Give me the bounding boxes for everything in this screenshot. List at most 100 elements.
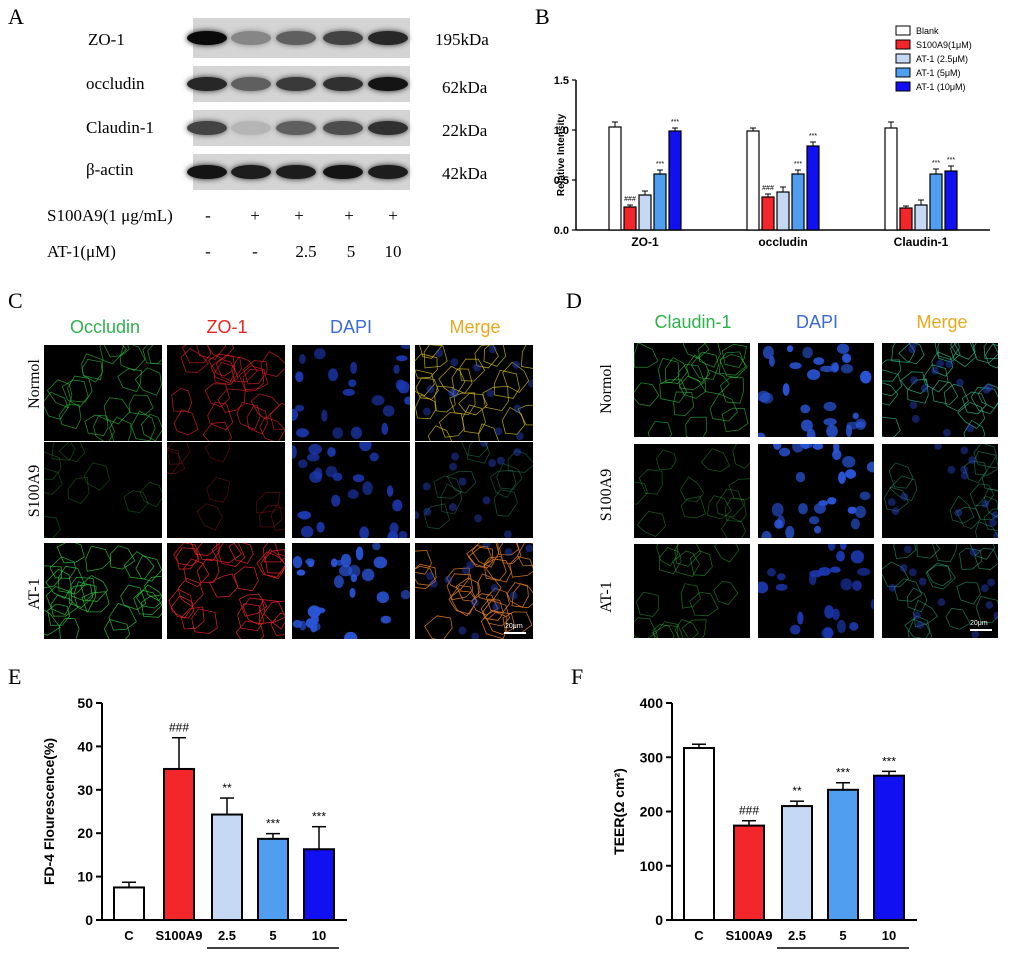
cell-outline [196,503,223,531]
nucleus [813,357,825,365]
cell-outline [732,444,750,469]
microscopy-image [167,543,285,639]
nucleus [956,378,964,387]
cell-outline [142,345,162,365]
nucleus [515,432,524,441]
cell-outline [659,379,688,403]
cell-outline [882,416,901,437]
cell-outline [415,563,437,586]
nucleus [987,578,995,587]
cell-outline [209,573,239,598]
nucleus [797,611,804,625]
nucleus [777,573,786,581]
condition-cell: 5 [346,242,356,261]
condition-cell: + [294,206,304,225]
bar [608,126,622,231]
tile-background [44,442,162,538]
nucleus [461,566,470,575]
kda-occludin: 62kDa [442,78,488,97]
bar [944,170,958,231]
microscopy-image [758,343,874,437]
nucleus [968,456,976,465]
nucleus [860,370,872,384]
cell-outline [167,447,180,475]
significance-label: ** [222,781,232,795]
nucleus [376,591,390,604]
cell-outline [204,442,231,463]
cell-outline [448,584,477,615]
nucleus [857,567,871,576]
cell-outline [949,495,975,524]
cell-outline [51,442,76,461]
nucleus [866,461,874,473]
cell-outline [656,544,678,567]
nucleus [494,427,503,436]
nucleus [513,448,522,457]
nucleus [888,583,897,592]
cell-outline [49,556,76,580]
bar [914,204,928,231]
bar [683,747,715,921]
nucleus [292,408,299,421]
cell-outline [455,577,481,602]
nucleus [840,364,854,374]
nucleus [899,564,908,572]
cell-outline [493,369,520,399]
cell-outline [969,483,995,506]
cell-outline [984,343,998,369]
nucleus [840,578,853,591]
cell-outline [926,562,952,587]
cell-outline [196,543,220,562]
nucleus [989,518,997,527]
x-category-label: C [694,928,704,943]
bar [163,767,195,921]
nucleus [900,492,909,501]
nucleus [369,452,379,462]
nucleus [985,601,994,609]
nucleus [435,349,444,358]
nucleus [359,442,372,452]
nucleus [387,530,399,538]
microscopy-image [44,345,162,441]
cell-outline [103,345,130,358]
microscopy-image [167,442,285,538]
condition-cell: + [250,206,260,225]
nucleus [969,548,978,556]
nucleus [470,598,479,607]
microscopy-image [44,442,162,538]
fd4-fluorescence-chart: 0 10 20 30 40 50 FD-4 Flourescence(%) C ### S100A… [41,695,347,949]
nucleus [504,548,513,557]
cell-outline [665,357,688,384]
cell-outline [461,442,489,458]
nucleus [920,384,929,393]
tile-background [415,442,533,538]
nucleus [361,568,375,582]
cell-outline [709,393,738,422]
nucleus [380,615,392,624]
kda-zo1: 195kDa [435,30,489,49]
scale-label-d: 20μm [970,620,988,627]
legend-swatch [895,25,911,36]
nucleus [496,456,505,465]
cell-outline [233,566,259,592]
x-category-label: S100A9 [156,928,203,943]
nucleus [827,497,837,505]
nucleus [911,414,920,423]
nucleus [350,426,363,440]
cell-outline [517,404,533,426]
significance-label: *** [836,766,850,780]
cell-outline [167,442,191,465]
cell-outline [168,588,193,619]
cell-outline [466,545,493,568]
cell-outline [963,419,986,437]
cell-outline [884,486,909,512]
cell-outline [932,544,958,563]
x-category-label: Claudin-1 [894,235,949,249]
nucleus [371,395,385,406]
cell-outline [493,489,518,517]
cell-outline [700,448,731,472]
significance-label: *** [266,817,280,831]
bar [873,774,905,921]
y-tick-label: 0 [655,912,663,928]
cell-outline [265,549,285,574]
